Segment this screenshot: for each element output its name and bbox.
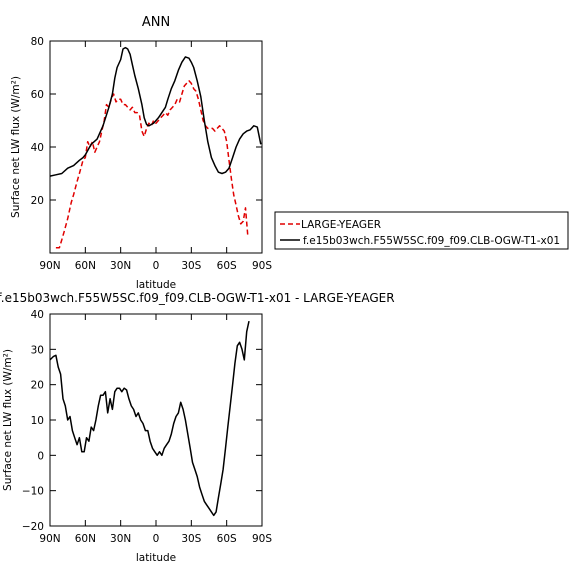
top-x-tick-label: 60N [75, 260, 96, 272]
bottom-series-difference-line [49, 320, 250, 517]
top-x-tick-label: 60S [217, 260, 237, 272]
bottom-x-tick-label: 0 [153, 533, 160, 545]
top-x-tick-label: 0 [153, 260, 160, 272]
top-x-tick-label: 30N [110, 260, 131, 272]
bottom-x-axis-label: latitude [136, 552, 176, 564]
bottom-y-tick-label: −20 [22, 521, 44, 533]
bottom-y-tick-label: 10 [31, 415, 44, 427]
top-x-tick-label: 90N [39, 260, 60, 272]
top-series-large-yeager-line [55, 80, 249, 249]
top-series-control-run-line [49, 46, 262, 177]
bottom-axis-ticks: 90N 60N 30N 0 30S 60S 90S −20 −10 0 10 20 30 40 [22, 309, 273, 545]
bottom-x-tick-label: 60S [217, 533, 237, 545]
top-y-tick-label: 40 [31, 142, 44, 154]
bottom-chart-title: f.e15b03wch.F55W5SC.f09_f09.CLB-OGW-T1-x… [0, 291, 395, 305]
legend-box [274, 211, 569, 250]
bottom-x-tick-label: 90S [252, 533, 272, 545]
top-chart-title: ANN [142, 15, 170, 30]
bottom-x-tick-label: 30N [110, 533, 131, 545]
bottom-series-layer [49, 320, 250, 517]
top-y-tick-label: 60 [31, 89, 44, 101]
top-x-tick-label: 90S [252, 260, 272, 272]
legend-label-control-run: f.e15b03wch.F55W5SC.f09_f09.CLB-OGW-T1-x… [303, 235, 560, 247]
top-y-tick-label: 80 [31, 36, 44, 48]
bottom-x-tick-label: 60N [75, 533, 96, 545]
top-axis-ticks: 90N 60N 30N 0 30S 60S 90S 20 40 60 80 [31, 36, 273, 272]
bottom-y-tick-label: −10 [22, 486, 44, 498]
bottom-plot-frame [49, 313, 263, 527]
top-y-axis-label: Surface net LW flux (W/m²) [10, 76, 22, 218]
top-x-tick-label: 30S [181, 260, 201, 272]
bottom-y-tick-label: 0 [37, 450, 44, 462]
bottom-y-tick-label: 40 [31, 309, 44, 321]
top-y-tick-label: 20 [31, 195, 44, 207]
bottom-x-tick-label: 30S [181, 533, 201, 545]
bottom-x-tick-label: 90N [39, 533, 60, 545]
bottom-panel: f.e15b03wch.F55W5SC.f09_f09.CLB-OGW-T1-x… [0, 291, 395, 564]
bottom-y-axis-label: Surface net LW flux (W/m²) [2, 349, 14, 491]
top-x-axis-label: latitude [136, 279, 176, 291]
top-panel: ANN 90N 60N 30N 0 30S 60S 90S 20 40 60 80 latitude… [10, 15, 569, 291]
top-series-layer [49, 46, 262, 249]
bottom-y-tick-label: 20 [31, 380, 44, 392]
bottom-y-tick-label: 30 [31, 344, 44, 356]
top-plot-frame [49, 40, 263, 254]
legend: LARGE-YEAGER f.e15b03wch.F55W5SC.f09_f09… [274, 211, 569, 250]
legend-label-large-yeager: LARGE-YEAGER [301, 219, 381, 231]
